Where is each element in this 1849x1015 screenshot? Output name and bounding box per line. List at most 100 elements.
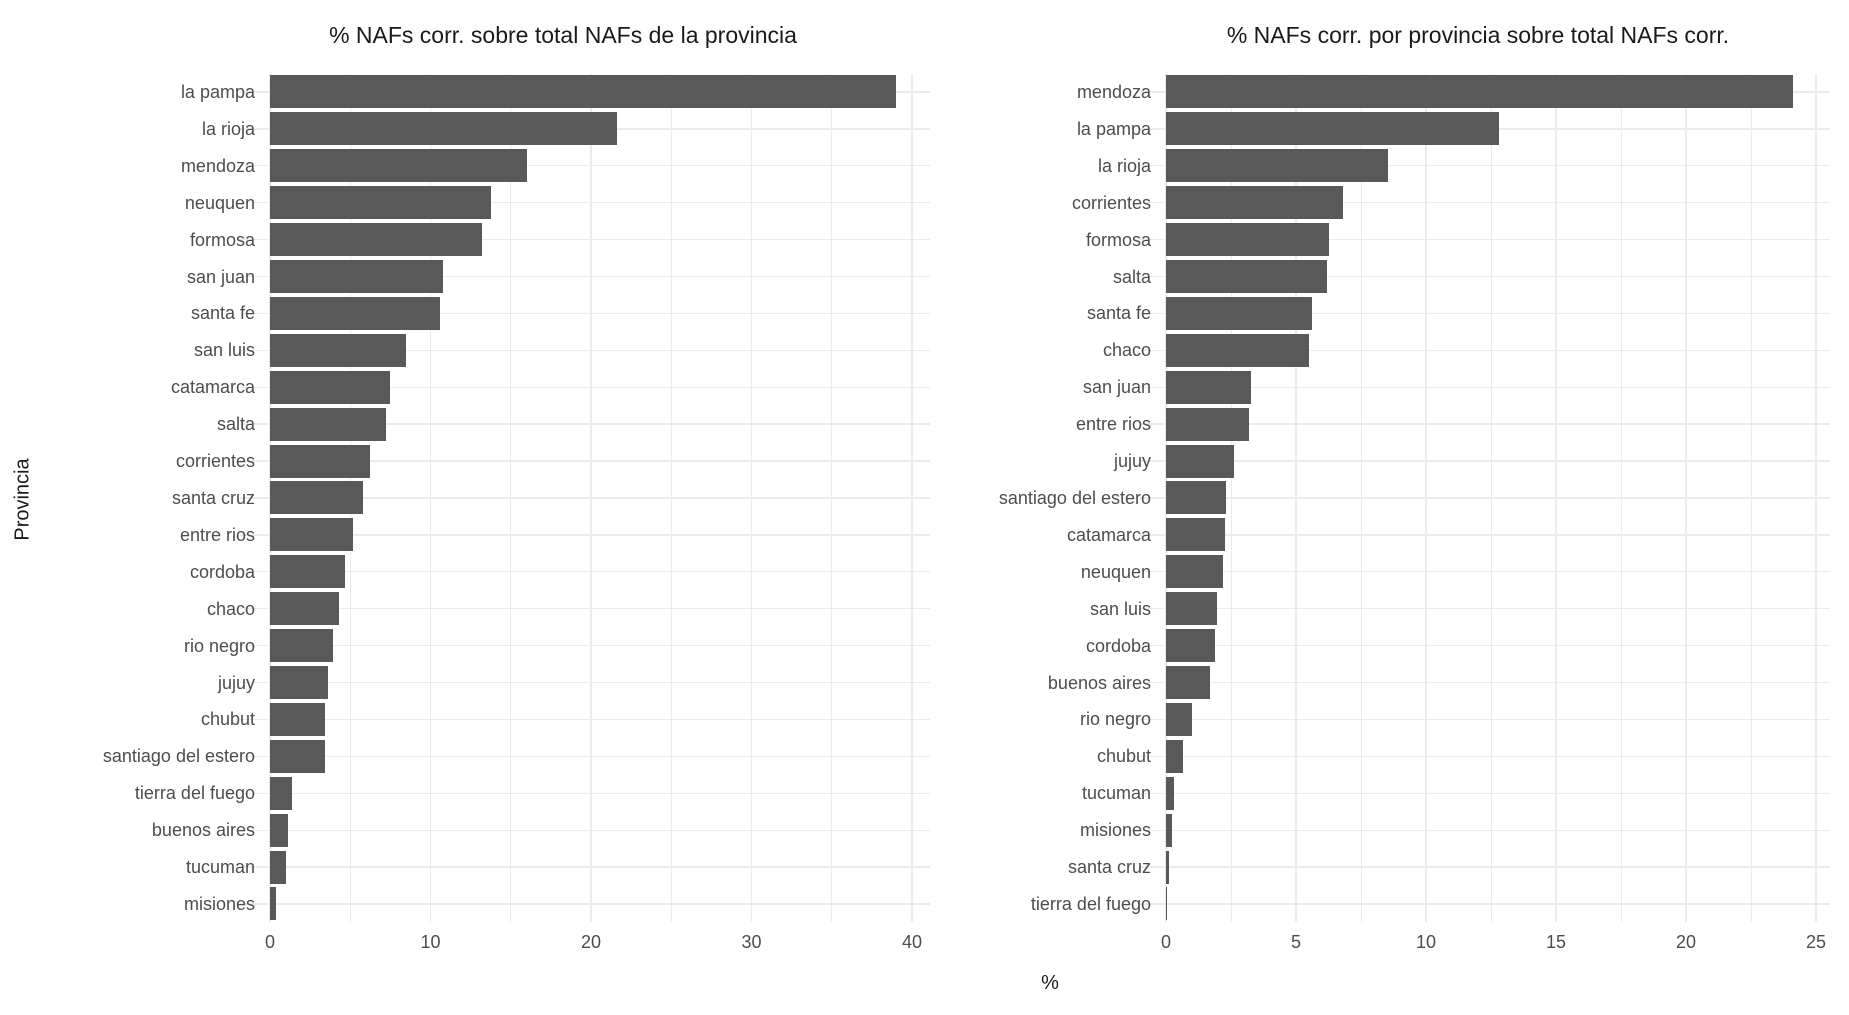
y-gridline xyxy=(1140,312,1830,315)
bar-catamarca xyxy=(270,370,391,404)
x-tick-label: 30 xyxy=(741,932,762,952)
y-gridline xyxy=(1140,571,1830,573)
y-gridline xyxy=(1140,644,1830,647)
y-gridline xyxy=(240,866,930,868)
x-tick-label: 20 xyxy=(1675,932,1697,952)
bar-tucuman xyxy=(1166,776,1174,810)
y-gridline xyxy=(1140,681,1830,684)
y-gridline xyxy=(1140,608,1830,610)
bar-neuquen xyxy=(270,186,492,220)
y-axis-label-santa-cruz: santa cruz xyxy=(1067,857,1151,878)
bar-la-rioja xyxy=(1166,149,1389,183)
y-axis-label-mendoza: mendoza xyxy=(180,155,255,176)
bar-cordoba xyxy=(1166,629,1216,663)
y-gridline xyxy=(1140,349,1830,351)
y-axis-label-salta: salta xyxy=(1112,266,1151,287)
y-axis-label-entre-rios: entre rios xyxy=(1075,414,1151,435)
y-axis-label-la-rioja: la rioja xyxy=(1097,155,1151,176)
bar-misiones xyxy=(1166,813,1172,847)
x-tick-label: 20 xyxy=(580,932,602,952)
y-gridline xyxy=(1140,386,1830,388)
y-gridline xyxy=(240,571,930,573)
y-gridline xyxy=(240,681,930,684)
y-axis-label-santa-fe: santa fe xyxy=(1086,303,1151,324)
bar-chaco xyxy=(270,592,339,626)
y-axis-label-buenos-aires: buenos aires xyxy=(151,820,255,841)
bar-la-pampa xyxy=(1166,112,1499,146)
y-gridline xyxy=(240,423,930,425)
bar-cordoba xyxy=(270,555,345,589)
y-axis-label-mendoza: mendoza xyxy=(1076,81,1151,102)
bar-rio-negro xyxy=(270,629,333,663)
y-gridline xyxy=(1140,792,1830,794)
bar-chaco xyxy=(1166,333,1309,367)
x-tick-label: 40 xyxy=(901,932,923,952)
y-axis-label-santa-cruz: santa cruz xyxy=(171,487,255,508)
y-axis-label-misiones: misiones xyxy=(183,893,255,914)
y-axis-label-tierra-del-fuego: tierra del fuego xyxy=(1030,893,1151,914)
y-gridline xyxy=(1140,534,1830,536)
bar-misiones xyxy=(270,887,276,921)
y-axis-label-tierra-del-fuego: tierra del fuego xyxy=(134,783,255,804)
bar-chubut xyxy=(270,702,326,736)
y-gridline xyxy=(1140,423,1830,425)
y-gridline xyxy=(1140,866,1830,868)
y-gridline xyxy=(240,534,930,536)
y-axis-label-salta: salta xyxy=(216,414,255,435)
y-axis-label-la-rioja: la rioja xyxy=(201,118,255,139)
y-gridline xyxy=(240,497,930,499)
bar-rio-negro xyxy=(1166,702,1192,736)
y-axis-label-santiago-del-estero: santiago del estero xyxy=(998,487,1151,508)
x-tick-label: 5 xyxy=(1290,932,1301,952)
y-axis-label-chaco: chaco xyxy=(206,598,255,619)
x-tick-label: 15 xyxy=(1545,932,1567,952)
y-axis-label-catamarca: catamarca xyxy=(1066,524,1151,545)
y-gridline xyxy=(240,903,930,905)
y-gridline xyxy=(1140,829,1830,831)
bar-santa-cruz xyxy=(1166,850,1170,884)
y-gridline xyxy=(240,349,930,351)
bar-santa-fe xyxy=(270,296,441,330)
bar-buenos-aires xyxy=(270,813,288,847)
y-axis-label-corrientes: corrientes xyxy=(175,451,255,472)
bar-chubut xyxy=(1166,739,1184,773)
bar-tucuman xyxy=(270,850,287,884)
x-tick-label: 25 xyxy=(1805,932,1827,952)
x-tick-label: 0 xyxy=(1160,932,1171,952)
y-axis-label-santa-fe: santa fe xyxy=(190,303,255,324)
bar-entre-rios xyxy=(1166,407,1250,441)
bar-santiago-del-estero xyxy=(1166,481,1226,515)
y-gridline xyxy=(1140,497,1830,499)
y-axis-title: Provincia xyxy=(11,458,34,541)
y-axis-label-neuquen: neuquen xyxy=(1080,561,1151,582)
y-axis-label-jujuy: jujuy xyxy=(217,672,255,693)
y-axis-label-chubut: chubut xyxy=(1096,746,1151,767)
y-axis-label-rio-negro: rio negro xyxy=(1079,709,1151,730)
bar-santa-fe xyxy=(1166,296,1312,330)
y-axis-label-entre-rios: entre rios xyxy=(179,524,255,545)
y-axis-label-santiago-del-estero: santiago del estero xyxy=(102,746,255,767)
x-tick-label: 0 xyxy=(264,932,275,952)
y-axis-label-buenos-aires: buenos aires xyxy=(1047,672,1151,693)
y-gridline xyxy=(1140,903,1830,905)
y-axis-label-corrientes: corrientes xyxy=(1071,192,1151,213)
bar-san-juan xyxy=(270,260,443,293)
y-gridline xyxy=(240,275,930,278)
bar-jujuy xyxy=(270,666,328,699)
bar-san-luis xyxy=(1166,592,1217,626)
y-gridline xyxy=(1140,460,1830,462)
y-axis-label-tucuman: tucuman xyxy=(1081,783,1151,804)
y-gridline xyxy=(240,165,930,167)
y-axis-label-formosa: formosa xyxy=(189,229,255,250)
bar-san-juan xyxy=(1166,370,1251,404)
bar-santiago-del-estero xyxy=(270,739,325,773)
bar-entre-rios xyxy=(270,518,353,552)
y-axis-label-tucuman: tucuman xyxy=(185,857,255,878)
bar-san-luis xyxy=(270,333,407,367)
y-gridline xyxy=(1140,202,1830,204)
bar-la-rioja xyxy=(270,112,617,146)
y-axis-label-chaco: chaco xyxy=(1102,340,1151,361)
y-gridline xyxy=(1140,238,1830,241)
y-axis-label-catamarca: catamarca xyxy=(170,377,255,398)
